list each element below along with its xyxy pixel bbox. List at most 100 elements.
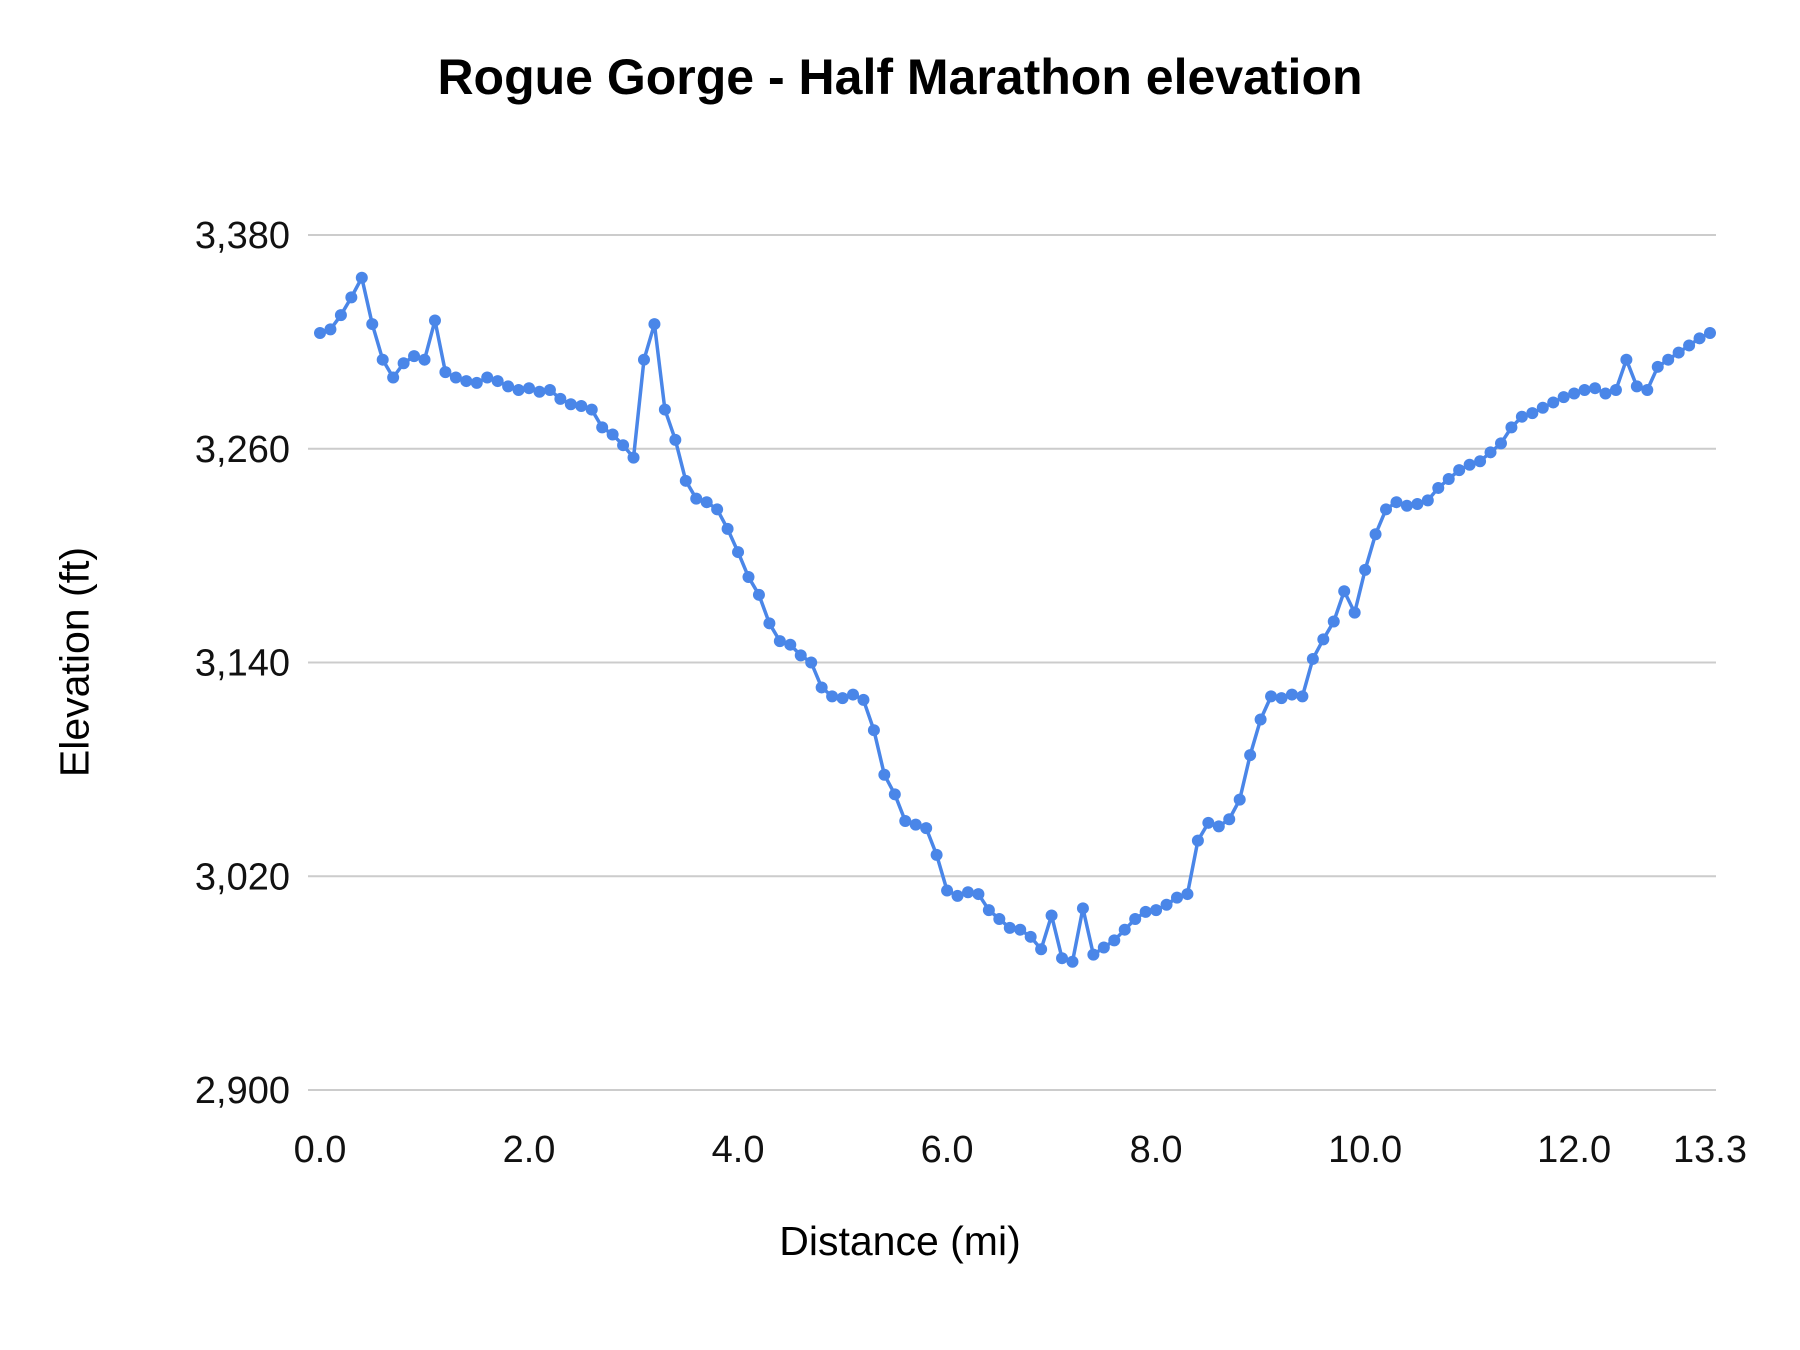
data-point-marker [920, 822, 933, 835]
data-point-marker [1547, 396, 1560, 409]
data-point-marker [1515, 410, 1528, 423]
x-tick-label: 2.0 [503, 1129, 556, 1171]
data-point-marker [1035, 943, 1048, 956]
y-tick-label: 3,140 [195, 643, 290, 685]
data-point-marker [1003, 921, 1016, 934]
data-point-marker [742, 571, 755, 583]
data-point-marker [355, 271, 368, 284]
data-point-marker [564, 398, 577, 411]
chart-title: Rogue Gorge - Half Marathon elevation [437, 49, 1363, 105]
data-point-marker [554, 392, 567, 405]
data-point-marker [1641, 383, 1654, 396]
data-point-marker [1359, 563, 1372, 576]
data-point-marker [1453, 464, 1466, 477]
data-point-marker [1651, 360, 1664, 373]
data-point-marker [1202, 816, 1215, 829]
data-point-marker [1536, 401, 1549, 414]
data-point-marker [711, 503, 724, 516]
data-point-marker [1244, 749, 1257, 762]
data-point-marker [345, 291, 358, 304]
data-point-marker [1432, 481, 1445, 494]
data-point-marker [1254, 713, 1267, 726]
data-point-marker [439, 366, 452, 379]
data-point-marker [481, 371, 494, 384]
y-tick-label: 3,260 [195, 429, 290, 471]
data-point-marker [1150, 904, 1163, 917]
data-point-marker [972, 888, 985, 901]
data-point-marker [1599, 387, 1612, 400]
data-point-marker [1275, 692, 1288, 705]
data-point-marker [658, 403, 671, 416]
data-point-marker [836, 692, 849, 705]
data-point-marker [1233, 793, 1246, 806]
data-point-marker [1066, 955, 1079, 968]
data-point-marker [1494, 437, 1507, 450]
data-point-marker [449, 371, 462, 384]
data-point-marker [700, 496, 713, 509]
data-point-marker [1369, 528, 1382, 541]
data-point-marker [951, 889, 964, 902]
x-tick-label: 13.3 [1673, 1129, 1747, 1171]
data-point-marker [1348, 606, 1361, 619]
data-point-marker [470, 376, 483, 389]
data-point-marker [1484, 446, 1497, 459]
x-tick-label: 8.0 [1130, 1129, 1183, 1171]
data-point-marker [815, 681, 828, 694]
data-point-marker [1076, 902, 1089, 915]
data-point-marker [648, 318, 661, 331]
data-point-marker [763, 617, 776, 630]
data-point-marker [428, 314, 441, 327]
data-point-marker [930, 848, 943, 861]
x-axis-title: Distance (mi) [779, 1218, 1021, 1264]
data-point-marker [794, 649, 807, 662]
data-point-marker [1683, 339, 1696, 352]
data-point-marker [1306, 652, 1319, 665]
data-point-marker [585, 403, 598, 416]
data-point-marker [366, 318, 379, 331]
data-point-marker [1421, 494, 1434, 507]
data-point-marker [961, 886, 974, 899]
data-point-marker [575, 400, 588, 412]
data-point-marker [857, 693, 870, 706]
data-point-marker [1557, 391, 1570, 404]
data-point-marker [826, 690, 839, 703]
data-point-marker [334, 309, 347, 322]
data-point-marker [324, 323, 337, 336]
data-point-marker [1704, 326, 1716, 339]
data-point-marker [1056, 952, 1069, 965]
y-tick-label: 3,020 [195, 856, 290, 898]
data-point-marker [491, 375, 504, 388]
data-point-marker [941, 884, 954, 897]
x-tick-label: 12.0 [1537, 1129, 1611, 1171]
data-point-marker [1578, 383, 1591, 396]
data-point-marker [784, 638, 797, 651]
data-point-marker [418, 353, 431, 366]
data-point-marker [1589, 382, 1602, 395]
data-point-marker [1380, 503, 1393, 516]
data-point-marker [1505, 421, 1518, 434]
data-point-marker [773, 635, 786, 648]
x-tick-label: 10.0 [1328, 1129, 1402, 1171]
data-point-marker [721, 522, 734, 535]
data-point-marker [1474, 455, 1487, 468]
data-point-marker [1442, 473, 1455, 486]
data-point-marker [1212, 820, 1225, 833]
data-point-marker [617, 439, 630, 452]
data-point-marker [543, 383, 556, 396]
data-point-marker [1662, 353, 1675, 366]
data-point-marker [982, 904, 995, 917]
data-point-marker [888, 788, 901, 801]
data-point-marker [1338, 585, 1351, 598]
data-point-marker [502, 380, 515, 393]
data-point-marker [1285, 688, 1298, 701]
data-point-marker [805, 656, 818, 669]
data-point-marker [1411, 497, 1424, 510]
data-point-marker [533, 385, 546, 398]
data-point-marker [1118, 923, 1131, 936]
data-point-marker [1526, 407, 1539, 420]
data-point-marker [669, 433, 682, 446]
data-point-marker [878, 768, 891, 781]
data-point-marker [867, 724, 880, 737]
elevation-line [318, 276, 1712, 964]
